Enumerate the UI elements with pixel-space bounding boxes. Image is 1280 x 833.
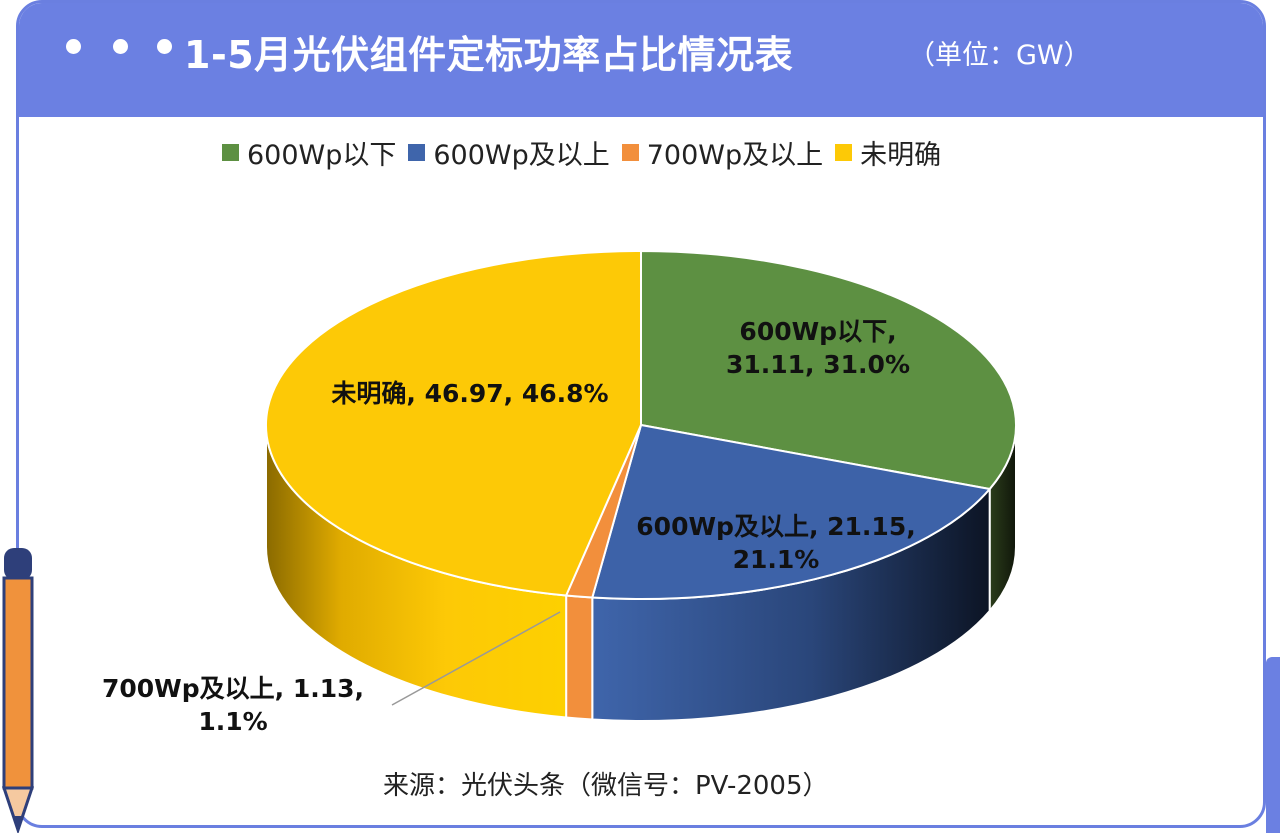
decorative-tab bbox=[1266, 657, 1280, 833]
pencil-icon bbox=[1, 548, 34, 833]
legend-swatch-green bbox=[222, 143, 239, 161]
data-label-3: 未明确, 46.97, 46.8% bbox=[331, 379, 608, 408]
pie-side-2 bbox=[565, 594, 594, 721]
legend: 600Wp以下 600Wp及以上 700Wp及以上 未明确 bbox=[222, 133, 941, 172]
data-label-2: 700Wp及以上, 1.13, 1.1% bbox=[102, 674, 364, 736]
window-dot bbox=[113, 39, 128, 54]
window-dot bbox=[157, 39, 172, 54]
pie-slice-1 bbox=[591, 423, 992, 600]
leader-line-700wp bbox=[391, 611, 561, 706]
legend-item: 未明确 bbox=[835, 133, 941, 172]
legend-swatch-yellow bbox=[835, 143, 853, 161]
chart-unit: （单位：GW） bbox=[908, 40, 1091, 71]
leader-lines bbox=[391, 611, 561, 706]
pie-slice-3 bbox=[265, 249, 642, 597]
legend-label: 700Wp及以上 bbox=[646, 139, 824, 171]
legend-swatch-blue bbox=[408, 143, 426, 161]
legend-swatch-orange bbox=[621, 143, 639, 161]
pie-slice-0 bbox=[640, 249, 1017, 491]
legend-item: 700Wp及以上 bbox=[621, 133, 824, 172]
legend-label: 未明确 bbox=[860, 139, 942, 171]
pie-slices bbox=[265, 249, 1017, 600]
pie-side-walls bbox=[265, 424, 1017, 722]
legend-item: 600Wp及以上 bbox=[408, 133, 610, 172]
legend-label: 600Wp以下 bbox=[247, 139, 397, 171]
data-label-0: 600Wp以下, 31.11, 31.0% bbox=[726, 317, 910, 379]
legend-item: 600Wp以下 bbox=[222, 133, 396, 172]
chart-title: 1-5月光伏组件定标功率占比情况表 bbox=[184, 33, 794, 77]
data-label-1: 600Wp及以上, 21.15, 21.1% bbox=[636, 512, 915, 574]
legend-label: 600Wp及以上 bbox=[433, 139, 610, 171]
window-dot bbox=[66, 39, 81, 54]
source-note: 来源：光伏头条（微信号：PV-2005） bbox=[383, 771, 829, 801]
data-labels: 600Wp以下, 31.11, 31.0% 600Wp及以上, 21.15, 21.1… bbox=[102, 317, 916, 736]
title-bar bbox=[19, 3, 1263, 117]
